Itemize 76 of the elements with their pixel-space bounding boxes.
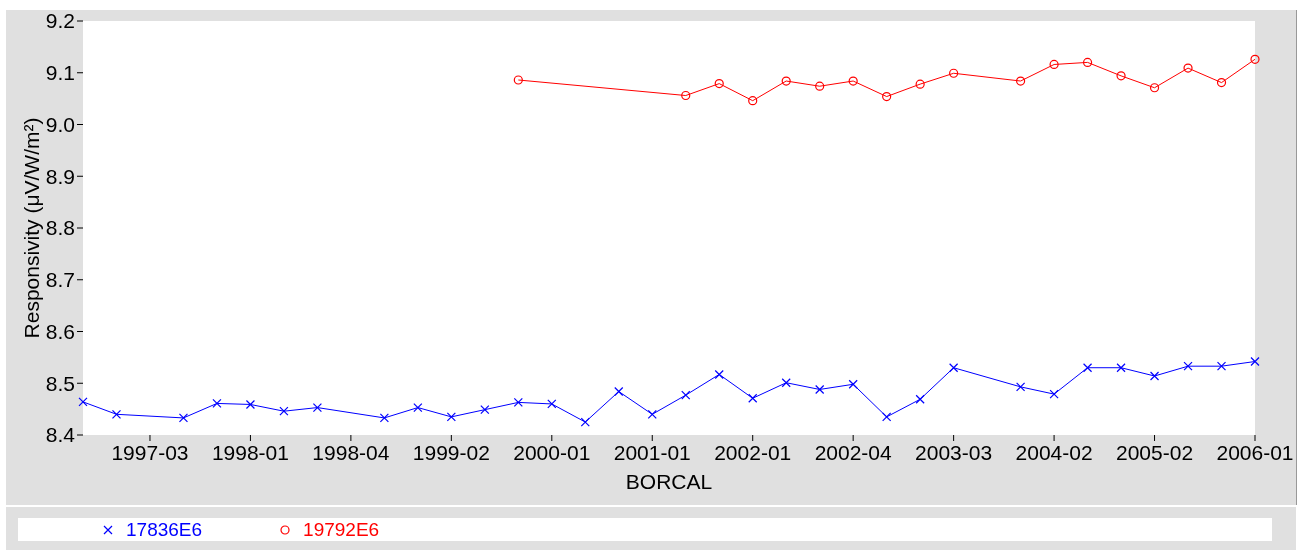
point bbox=[815, 81, 825, 91]
point bbox=[1082, 57, 1093, 67]
point bbox=[848, 379, 858, 389]
y-axis-title: Responsivity (μV/W/m²) bbox=[19, 117, 43, 339]
x-tick-label: 2002-01 bbox=[714, 440, 792, 464]
point bbox=[1250, 54, 1260, 64]
point bbox=[413, 402, 423, 413]
point bbox=[614, 386, 624, 397]
point bbox=[111, 409, 122, 419]
y-tick-label: 9.1 bbox=[45, 61, 75, 85]
point bbox=[915, 394, 925, 404]
point bbox=[212, 398, 222, 409]
point bbox=[848, 76, 858, 86]
y-tick-label: 8.4 bbox=[45, 423, 76, 447]
point bbox=[714, 369, 724, 380]
x-tick-label: 1997-03 bbox=[111, 440, 189, 464]
point bbox=[915, 79, 925, 89]
point bbox=[1116, 71, 1126, 81]
y-tick-label: 8.8 bbox=[45, 216, 75, 240]
point bbox=[1250, 356, 1260, 367]
point bbox=[647, 409, 657, 419]
point bbox=[1216, 77, 1227, 88]
point bbox=[1082, 363, 1093, 373]
y-tick-label: 8.6 bbox=[45, 319, 75, 343]
point bbox=[312, 402, 322, 413]
point bbox=[748, 96, 758, 106]
point bbox=[1049, 59, 1059, 70]
point bbox=[245, 399, 256, 410]
x-tick-label: 1999-02 bbox=[412, 440, 490, 464]
x-tick-label: 2000-01 bbox=[513, 440, 591, 464]
point bbox=[781, 76, 791, 86]
point bbox=[178, 413, 189, 423]
y-tick-label: 8.7 bbox=[45, 268, 75, 292]
y-tick-label: 8.9 bbox=[45, 164, 75, 188]
point bbox=[446, 412, 456, 422]
point bbox=[379, 413, 389, 423]
point bbox=[882, 412, 892, 422]
y-tick-label: 8.5 bbox=[45, 371, 75, 395]
x-tick-label: 1998-01 bbox=[211, 440, 289, 464]
point bbox=[714, 79, 724, 89]
x-tick-label: 1998-04 bbox=[312, 440, 390, 464]
point bbox=[78, 397, 88, 407]
point bbox=[1216, 361, 1227, 371]
point bbox=[1149, 371, 1160, 381]
x-tick-label: 2003-03 bbox=[915, 440, 993, 464]
point bbox=[580, 417, 590, 427]
point bbox=[547, 399, 557, 409]
x-axis-title: BORCAL bbox=[625, 470, 713, 493]
x-tick-label: 2004-02 bbox=[1015, 440, 1093, 464]
point bbox=[882, 91, 892, 102]
point bbox=[781, 378, 791, 388]
point bbox=[1016, 382, 1026, 392]
point bbox=[1183, 63, 1193, 73]
x-tick-label: 2001-01 bbox=[613, 440, 691, 464]
point bbox=[1049, 389, 1059, 399]
x-tick-label: 2005-02 bbox=[1116, 440, 1194, 464]
point bbox=[681, 90, 691, 101]
point bbox=[748, 393, 758, 403]
point bbox=[1183, 361, 1193, 371]
point bbox=[513, 397, 523, 407]
legend-label: 19792E6 bbox=[303, 519, 380, 540]
point bbox=[815, 384, 825, 395]
point bbox=[1116, 363, 1126, 373]
point bbox=[949, 68, 959, 78]
x-tick-label: 2006-01 bbox=[1216, 440, 1294, 464]
point bbox=[513, 75, 523, 85]
point bbox=[1016, 76, 1026, 86]
point bbox=[949, 363, 959, 373]
y-tick-label: 9.0 bbox=[45, 112, 75, 136]
point bbox=[480, 405, 490, 415]
y-tick-label: 9.2 bbox=[45, 9, 75, 33]
point bbox=[1149, 83, 1160, 93]
point bbox=[681, 390, 691, 400]
legend-label: 17836E6 bbox=[126, 519, 203, 540]
point bbox=[279, 406, 289, 416]
x-tick-label: 2002-04 bbox=[814, 440, 893, 464]
